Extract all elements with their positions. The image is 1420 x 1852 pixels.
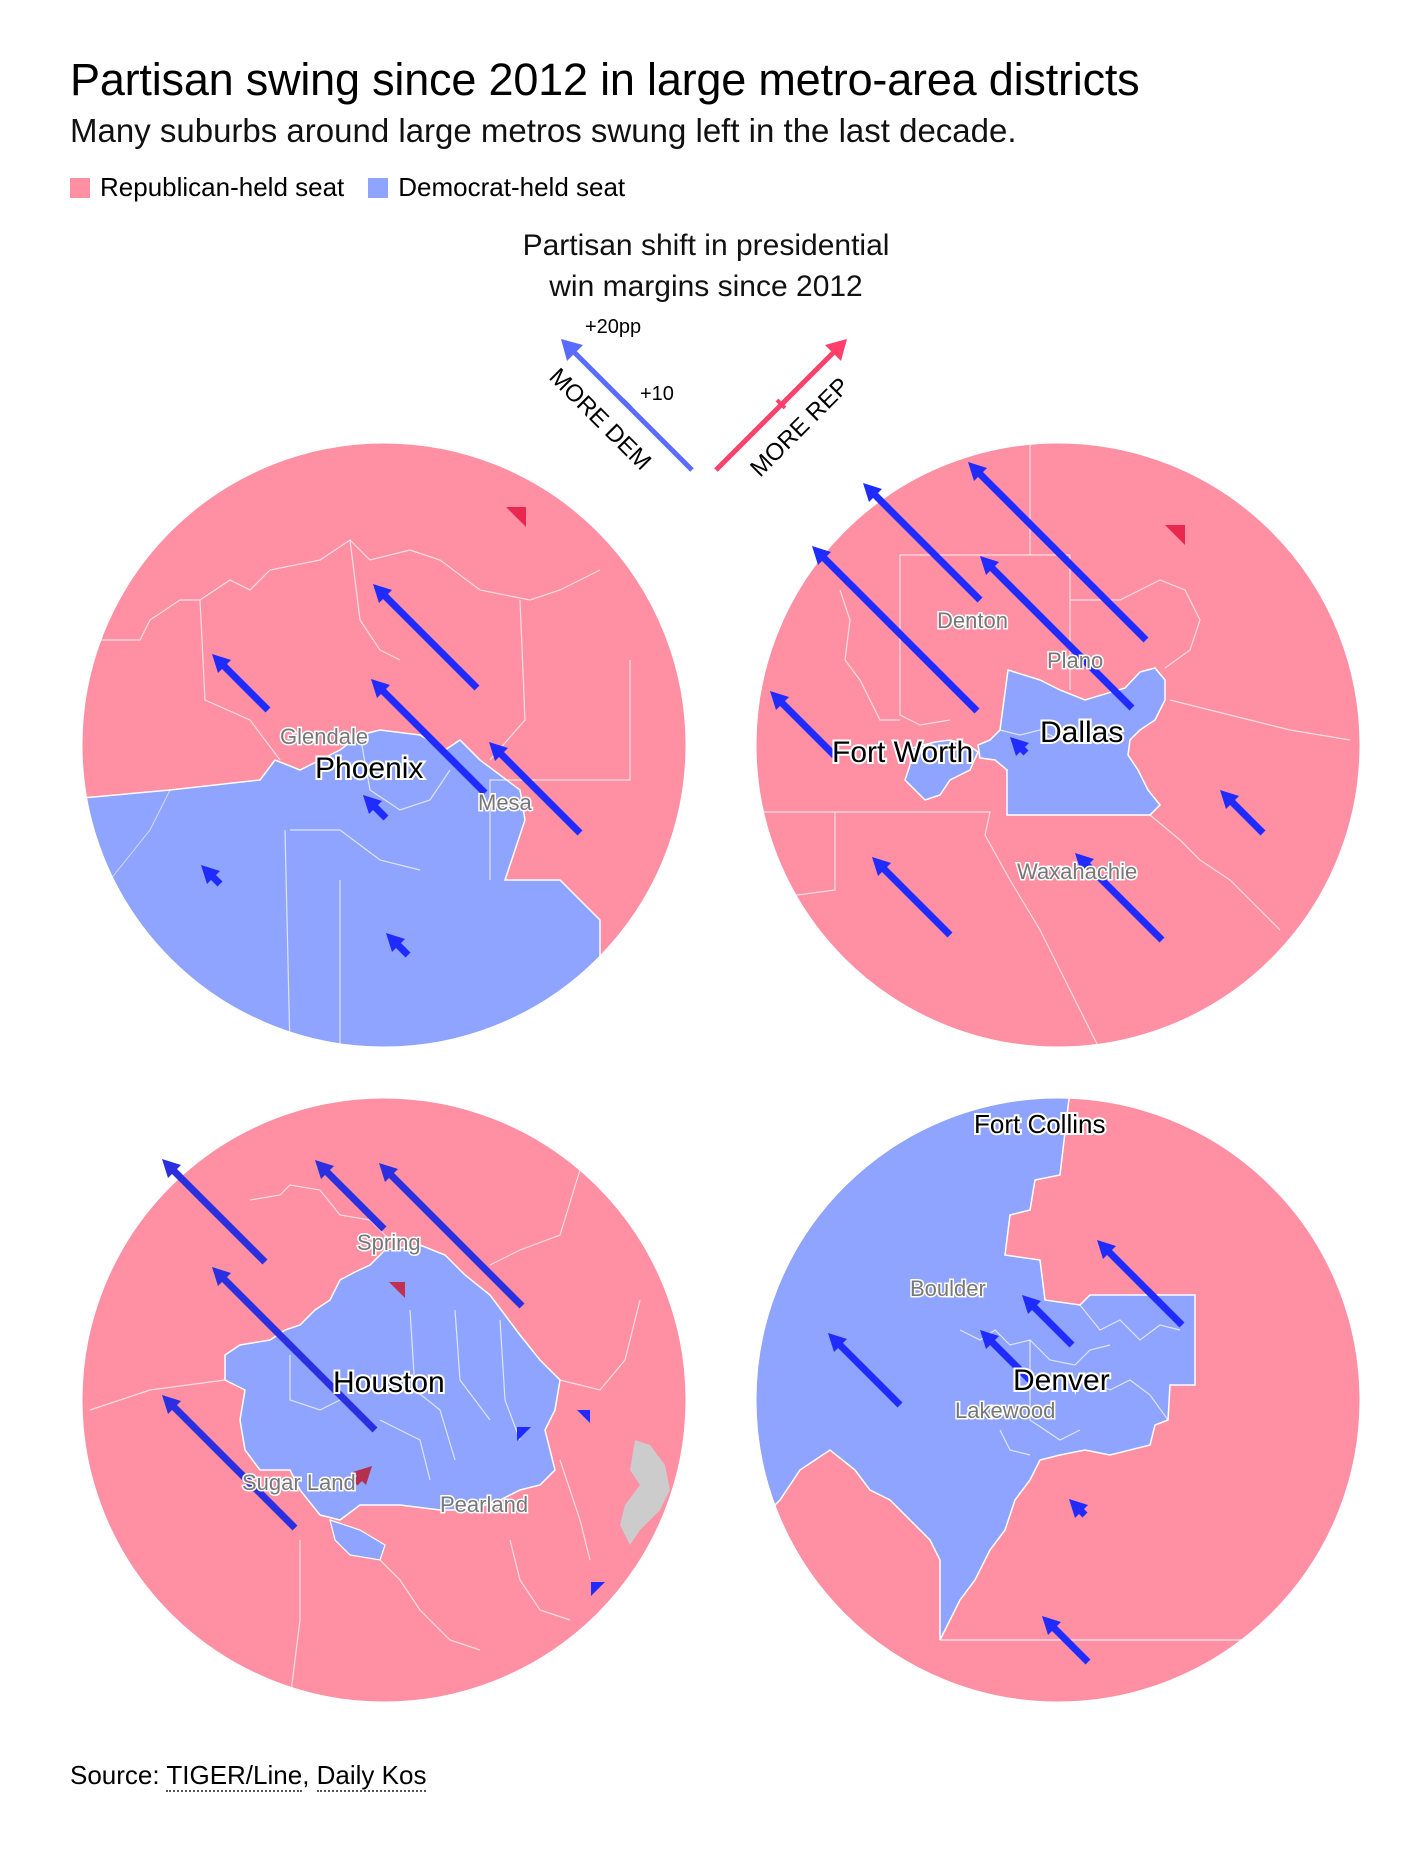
label-boulder: Boulder	[910, 1276, 986, 1301]
map-phoenix: Glendale Phoenix Mesa	[81, 442, 687, 1048]
label-lakewood: Lakewood	[955, 1398, 1055, 1423]
key-dem-arrowhead	[561, 339, 583, 361]
key-dem-line	[568, 346, 694, 472]
label-fort-worth: Fort Worth	[832, 736, 973, 769]
label-pearland: Pearland	[440, 1492, 528, 1517]
key-rep-tick	[775, 398, 787, 410]
key-dem-tick	[621, 398, 633, 410]
key-title-line2: win margins since 2012	[548, 270, 863, 303]
legend-item-republican: Republican-held seat	[70, 172, 344, 203]
label-plano: Plano	[1047, 648, 1103, 673]
label-fort-collins: Fort Collins	[974, 1109, 1105, 1139]
dallas-arrows	[770, 462, 1266, 943]
legend: Republican-held seat Democrat-held seat	[70, 172, 649, 203]
legend-item-democrat: Democrat-held seat	[368, 172, 625, 203]
page-subtitle: Many suburbs around large metros swung l…	[70, 112, 1017, 149]
label-denver: Denver	[1013, 1364, 1110, 1397]
map-dallas: Denton Plano Dallas Fort Worth Waxahachi…	[755, 442, 1361, 1048]
label-dallas: Dallas	[1040, 716, 1123, 749]
label-mesa: Mesa	[478, 790, 533, 815]
swing-key: Partisan shift in presidential win margi…	[523, 229, 890, 482]
key-rep-line	[714, 346, 840, 472]
label-spring: Spring	[357, 1230, 421, 1255]
key-rep-arrowhead	[825, 339, 847, 361]
legend-swatch-republican	[70, 177, 90, 198]
page-title: Partisan swing since 2012 in large metro…	[70, 54, 1140, 105]
map-denver: Fort Collins Boulder Denver Lakewood	[755, 1097, 1361, 1703]
key-title-line1: Partisan shift in presidential	[523, 229, 890, 262]
source-prefix: Source:	[70, 1760, 167, 1790]
source-separator: ,	[302, 1760, 317, 1790]
houston-arrows	[162, 1159, 605, 1596]
phoenix-arrows	[201, 507, 583, 958]
key-tick-20: +20pp	[585, 316, 641, 338]
label-phoenix: Phoenix	[315, 752, 423, 785]
key-tick-10: +10	[640, 383, 674, 405]
source-link-tiger[interactable]: TIGER/Line	[166, 1760, 303, 1792]
label-glendale: Glendale	[280, 724, 368, 749]
label-sugar-land: Sugar Land	[242, 1470, 356, 1495]
source-link-daily-kos[interactable]: Daily Kos	[316, 1760, 427, 1792]
label-denton: Denton	[937, 608, 1008, 633]
legend-swatch-democrat	[368, 177, 389, 198]
source-line: Source: TIGER/Line, Daily Kos	[70, 1760, 427, 1792]
label-houston: Houston	[333, 1366, 445, 1399]
map-houston: Spring Houston Sugar Land Pearland	[81, 1097, 687, 1703]
legend-label-republican: Republican-held seat	[100, 172, 345, 202]
denver-arrows	[828, 1240, 1185, 1665]
label-waxahachie: Waxahachie	[1017, 859, 1137, 884]
legend-label-democrat: Democrat-held seat	[398, 172, 626, 202]
